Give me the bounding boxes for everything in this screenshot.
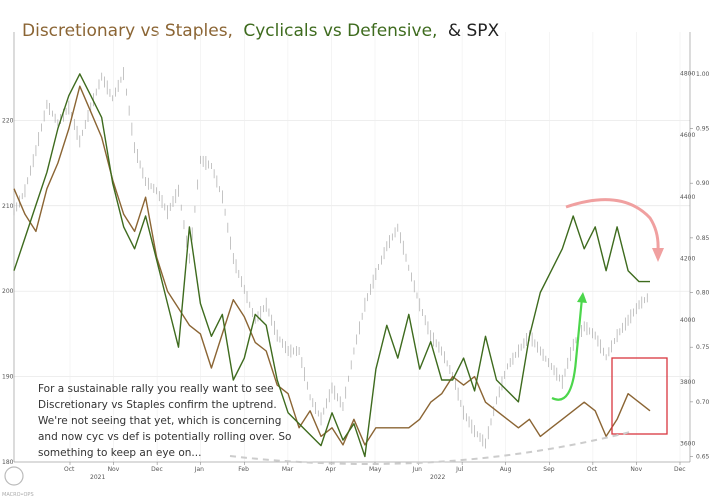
series-layer [13,67,651,458]
left-tick-label: 210 [2,203,14,210]
right-ratio-tick-label: 0.80 [696,290,710,297]
right-ratio-tick-label: 0.75 [696,344,710,351]
annotation-line-5: something to keep an eye on... [38,447,201,459]
annotation-overlay [4,198,668,486]
right-spx-tick-label: 3800 [680,379,695,386]
gridlines [14,32,690,463]
right-ratio-tick-label: 0.70 [696,399,710,406]
right-spx-tick-label: 4400 [680,194,695,201]
green-arrow-head [577,292,587,303]
year-label: 2022 [430,474,445,481]
red-arrow-head [652,248,664,262]
x-tick-label: Oct [64,466,75,473]
right-spx-tick-label: 4200 [680,256,695,263]
series-cyclicals-defensive-line [13,73,650,458]
x-tick-label: Sep [543,466,555,473]
annotation-line-2: Discretionary vs Staples confirm the upt… [38,399,277,411]
x-tick-label: Jan [194,466,204,473]
x-tick-label: Dec [151,466,163,473]
x-tick-label: Dec [674,466,686,473]
x-tick-label: Oct [587,466,598,473]
right-ratio-tick-label: 1.00 [696,71,710,78]
right-spx-tick-label: 4000 [680,317,695,324]
x-tick-label: Nov [108,466,120,473]
right-spx-tick-label: 4600 [680,132,695,139]
right-spx-tick-label: 3600 [680,441,695,448]
red-down-arrow [565,198,660,251]
right-spx-tick-label: 4800 [680,71,695,78]
x-tick-label: Apr [325,466,336,473]
highlight-box [611,357,668,435]
series-spx [13,67,648,449]
right-ratio-tick-label: 0.65 [696,454,710,461]
x-tick-label: May [369,466,382,473]
dashed-link-curve [229,431,631,465]
left-tick-label: 180 [2,459,14,466]
left-tick-label: 220 [2,117,14,124]
annotation-text: For a sustainable rally you really want … [38,383,295,459]
title-discretionary-staples: Discretionary vs Staples, [22,21,233,41]
left-tick-label: 200 [2,288,14,295]
annotation-line-1: For a sustainable rally you really want … [38,383,274,395]
watermark-text: MACRO•OPS [2,492,34,498]
chart-title: Discretionary vs Staples, Cyclicals vs D… [22,21,500,41]
green-up-arrow [551,297,584,401]
year-label: 2021 [90,474,105,481]
x-tick-label: Jun [412,466,423,473]
series-discretionary-staples-line [13,85,651,446]
left-tick-label: 190 [2,374,14,381]
x-tick-label: Feb [238,466,249,473]
right-ratio-tick-label: 0.85 [696,235,710,242]
x-tick-label: Mar [282,466,294,473]
watermark-logo [4,466,24,486]
title-spx: & SPX [448,21,500,41]
annotation-line-4: and now cyc vs def is potentially rollin… [38,431,291,443]
right-ratio-tick-label: 0.95 [696,126,710,133]
x-tick-label: Nov [630,466,642,473]
annotation-line-3: We're not seeing that yet, which is conc… [38,415,281,427]
title-cyclicals-defensive: Cyclicals vs Defensive, [243,21,437,41]
x-tick-label: Jul [455,466,464,473]
axes: 180 190 200 210 220 0.65 0.70 0.75 0.80 0.85 0.90 0… [2,32,710,481]
x-tick-label: Aug [500,466,512,473]
right-ratio-tick-label: 0.90 [696,180,710,187]
